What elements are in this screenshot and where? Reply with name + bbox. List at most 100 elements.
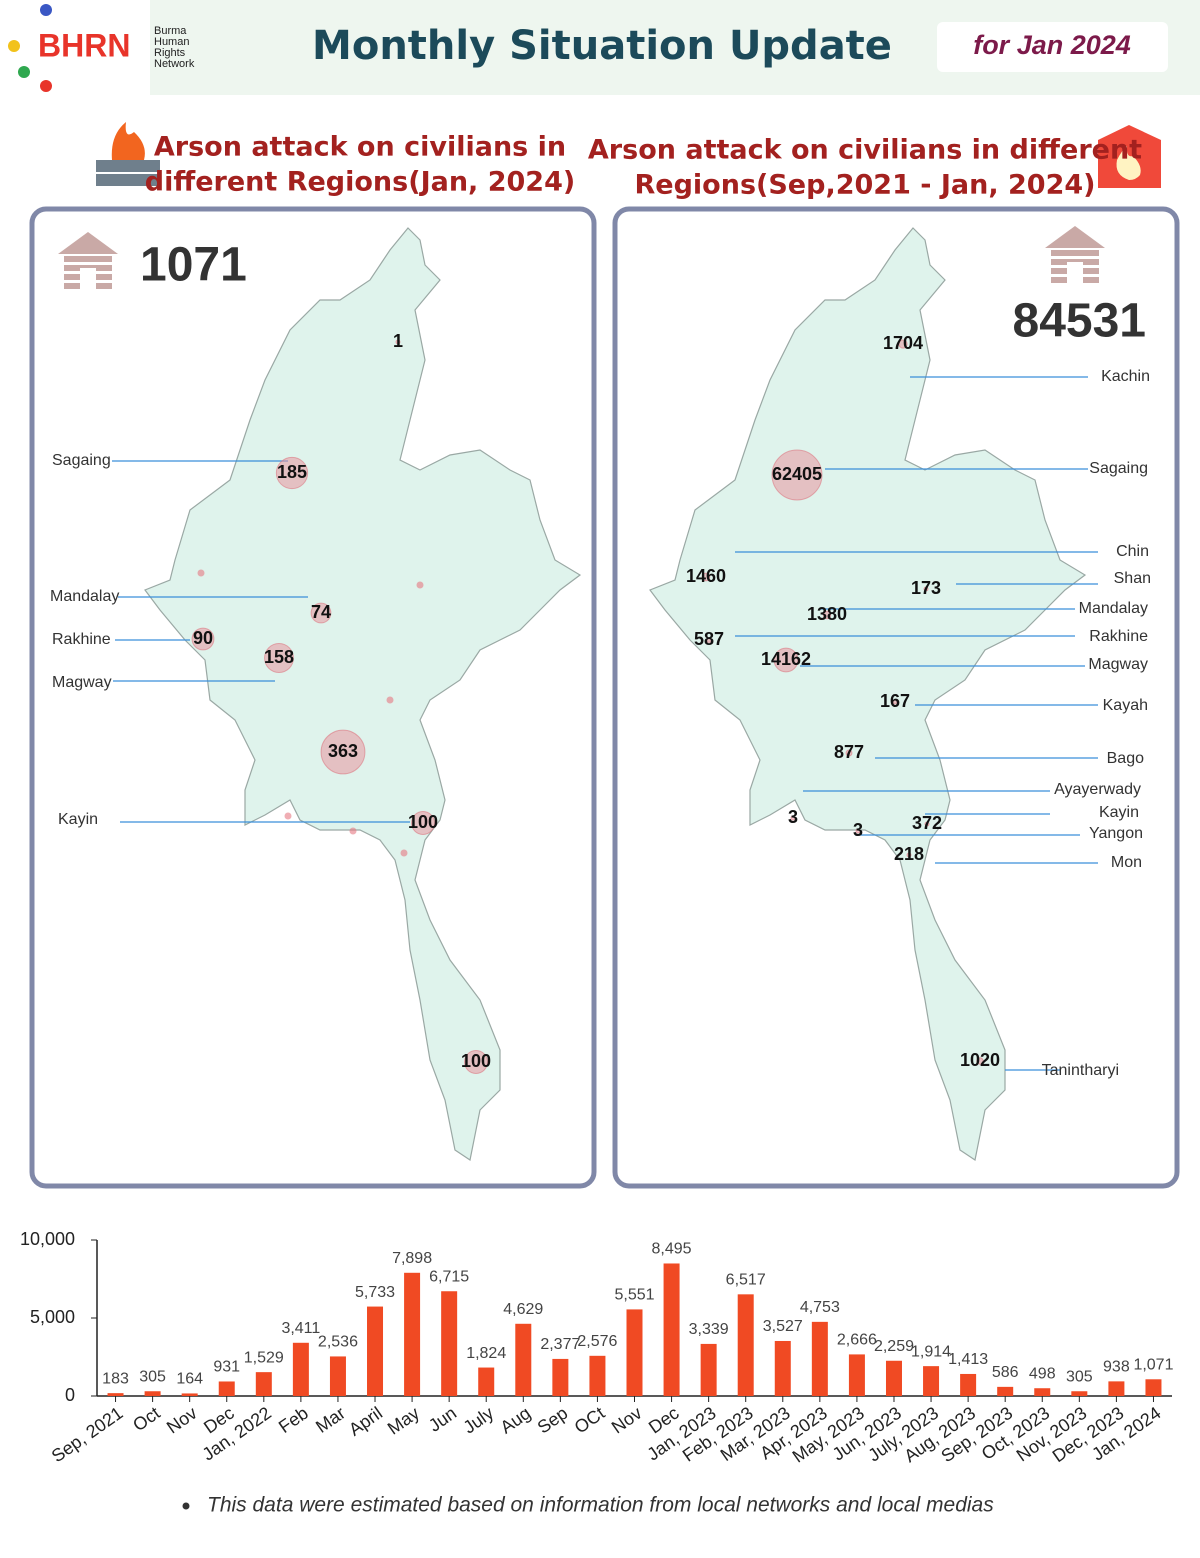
value-label: 2,666 <box>837 1332 877 1349</box>
value-label: 498 <box>1029 1365 1056 1382</box>
value-label: 6,517 <box>726 1272 766 1289</box>
value-label: 5,733 <box>355 1284 395 1301</box>
bubble-label: 1460 <box>686 566 726 586</box>
bar <box>700 1343 717 1396</box>
region-label: Magway <box>1088 656 1148 673</box>
bubble-label: 62405 <box>772 464 822 484</box>
region-label: Tanintharyi <box>1042 1062 1119 1079</box>
bar <box>589 1355 606 1396</box>
bar <box>367 1306 384 1396</box>
region-label: Bago <box>1107 750 1144 767</box>
x-tick-label: May <box>384 1403 423 1439</box>
value-label: 2,576 <box>577 1333 617 1350</box>
bubble <box>411 811 435 835</box>
bar <box>1034 1388 1051 1396</box>
panel-title: Regions(Sep,2021 - Jan, 2024) <box>635 170 1096 201</box>
bar <box>960 1373 977 1396</box>
bar <box>663 1263 680 1396</box>
bubble-label: 372 <box>912 813 942 833</box>
value-label: 1,914 <box>911 1343 951 1360</box>
bar <box>515 1323 532 1396</box>
bar <box>774 1340 791 1396</box>
panel-title: Arson attack on civilians in <box>154 132 566 163</box>
region-label: Rakhine <box>1089 628 1148 645</box>
value-label: 1,413 <box>948 1351 988 1368</box>
bubble <box>706 637 712 643</box>
bar <box>923 1366 940 1396</box>
region-label: Mandalay <box>1079 600 1148 617</box>
bubble <box>976 1057 984 1065</box>
bubble-label: 158 <box>264 647 294 667</box>
bubble <box>310 602 332 624</box>
bubble <box>191 627 215 651</box>
value-label: 305 <box>139 1368 166 1385</box>
bubble-label: 363 <box>328 741 358 761</box>
value-label: 586 <box>992 1364 1019 1381</box>
region-label: Sagaing <box>1089 460 1148 477</box>
bar <box>255 1372 272 1396</box>
bubble <box>845 749 853 757</box>
value-label: 938 <box>1103 1359 1130 1376</box>
bubble <box>898 339 908 349</box>
value-label: 5,551 <box>614 1287 654 1304</box>
bar <box>1108 1381 1125 1396</box>
bubble-label: 14162 <box>761 649 811 669</box>
x-tick-label: Mar <box>312 1403 349 1437</box>
value-label: 7,898 <box>392 1250 432 1267</box>
x-tick-label: Nov <box>163 1403 201 1438</box>
value-label: 2,377 <box>540 1336 580 1353</box>
bar <box>626 1309 643 1396</box>
value-label: 2,259 <box>874 1338 914 1355</box>
bar <box>1071 1391 1088 1396</box>
region-label: Chin <box>1116 543 1149 560</box>
bubble <box>771 449 823 501</box>
value-label: 3,411 <box>281 1320 320 1337</box>
bubble-label: 185 <box>277 462 307 482</box>
value-label: 931 <box>213 1359 240 1376</box>
bullet <box>182 1502 190 1510</box>
region-label: Mandalay <box>50 588 119 605</box>
bar <box>478 1367 495 1396</box>
period-box <box>937 22 1168 72</box>
value-label: 1,824 <box>466 1345 506 1362</box>
bar <box>329 1356 346 1396</box>
bubble-label: 1020 <box>960 1050 1000 1070</box>
x-tick-label: OCt <box>571 1403 609 1438</box>
bar <box>811 1321 828 1396</box>
org-name: Network <box>154 58 195 70</box>
region-label: Kayin <box>58 811 98 828</box>
bubble-label: 3 <box>853 820 863 840</box>
total: 84531 <box>1013 295 1146 348</box>
bar <box>218 1381 235 1396</box>
region-label: Kayin <box>1099 804 1139 821</box>
bar <box>552 1358 569 1396</box>
bubble-label: 1704 <box>883 333 923 353</box>
org-name: Burma <box>154 25 187 37</box>
x-tick-label: Aug <box>497 1403 535 1438</box>
bubble-label: 100 <box>408 812 438 832</box>
bar <box>404 1272 421 1396</box>
bar <box>1145 1379 1162 1396</box>
y-tick-label: 5,000 <box>30 1307 75 1327</box>
value-label: 164 <box>176 1371 203 1388</box>
bubble-label: 167 <box>880 691 910 711</box>
org-name: Rights <box>154 47 186 59</box>
region-label: Kayah <box>1103 697 1148 714</box>
bubble <box>923 586 929 592</box>
bar <box>848 1354 865 1396</box>
bar <box>997 1386 1014 1396</box>
bubble-label: 173 <box>911 578 941 598</box>
region-label: Magway <box>52 674 112 691</box>
bubble <box>395 339 401 345</box>
panel-title: Arson attack on civilians in different <box>588 135 1142 166</box>
x-tick-label: Oct <box>129 1403 163 1435</box>
bubble-label: 1380 <box>807 604 847 624</box>
bubble-label: 1 <box>393 331 403 351</box>
value-label: 8,495 <box>652 1241 692 1258</box>
logo: BHRN Burma Human Rights Network <box>8 4 195 92</box>
bubble <box>275 456 309 490</box>
value-label: 1,071 <box>1133 1357 1173 1374</box>
bar <box>292 1342 309 1396</box>
value-label: 2,536 <box>318 1334 358 1351</box>
